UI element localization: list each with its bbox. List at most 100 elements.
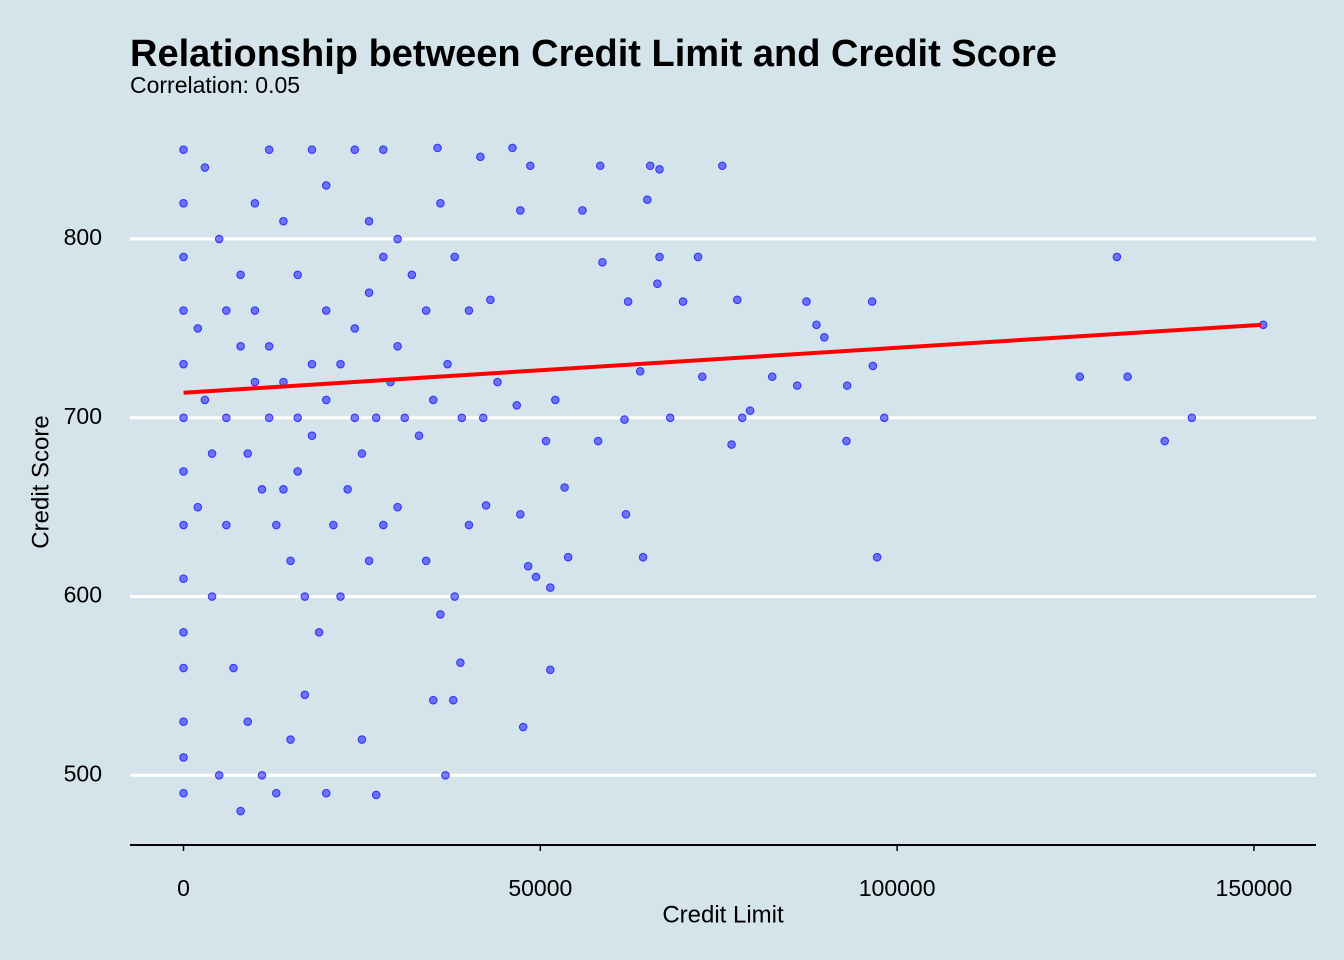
point xyxy=(436,610,445,619)
point xyxy=(1075,372,1085,381)
point xyxy=(400,413,410,423)
point xyxy=(179,467,188,476)
point xyxy=(812,320,821,330)
point xyxy=(293,413,302,423)
point xyxy=(286,735,295,744)
point xyxy=(179,306,188,315)
point xyxy=(792,381,802,390)
chart-title: Relationship between Credit Limit and Cr… xyxy=(130,33,1057,75)
point xyxy=(593,436,603,446)
point xyxy=(414,431,424,440)
point xyxy=(820,333,829,342)
y-tick-label: 700 xyxy=(64,403,102,429)
point xyxy=(620,415,629,424)
point xyxy=(179,413,188,423)
point xyxy=(207,449,217,458)
point xyxy=(371,790,381,800)
point xyxy=(436,198,445,208)
point xyxy=(638,552,648,562)
point xyxy=(717,161,727,171)
point xyxy=(842,436,851,446)
point xyxy=(179,574,188,583)
point xyxy=(531,572,541,582)
point xyxy=(421,306,431,315)
point xyxy=(321,306,331,315)
point xyxy=(516,510,525,519)
point xyxy=(229,663,238,673)
point xyxy=(643,195,652,205)
y-axis-label: Credit Score xyxy=(27,415,54,548)
point xyxy=(279,216,288,226)
point xyxy=(264,145,274,154)
point xyxy=(336,592,345,601)
point xyxy=(286,556,295,566)
point xyxy=(179,252,188,262)
point xyxy=(678,297,688,306)
point xyxy=(1123,372,1132,381)
point xyxy=(350,145,360,154)
point xyxy=(350,324,360,333)
point xyxy=(179,359,188,369)
point xyxy=(257,484,267,494)
point xyxy=(1112,252,1122,262)
y-tick-label: 600 xyxy=(64,582,102,608)
point xyxy=(802,297,811,306)
point xyxy=(1187,413,1197,423)
point xyxy=(732,295,742,305)
point xyxy=(321,788,331,798)
point xyxy=(450,592,459,601)
point xyxy=(379,145,388,154)
point xyxy=(867,297,877,306)
point xyxy=(433,143,442,153)
point xyxy=(428,695,438,705)
x-tick-label: 150000 xyxy=(1216,875,1293,901)
point xyxy=(364,216,374,226)
point xyxy=(868,361,878,371)
point xyxy=(767,372,777,381)
point xyxy=(481,501,491,510)
point xyxy=(179,198,188,208)
point xyxy=(243,449,253,458)
point xyxy=(518,722,528,732)
point xyxy=(653,279,662,289)
point xyxy=(321,395,331,405)
point xyxy=(379,520,388,530)
point xyxy=(307,359,317,369)
point xyxy=(379,252,388,262)
point xyxy=(737,413,747,423)
point xyxy=(293,467,302,476)
point xyxy=(450,252,459,262)
point xyxy=(456,658,465,667)
point xyxy=(578,206,587,215)
point xyxy=(645,161,655,171)
point xyxy=(486,295,495,305)
point xyxy=(635,367,645,376)
point xyxy=(512,400,522,410)
point xyxy=(872,552,882,562)
point xyxy=(179,520,188,530)
point xyxy=(307,145,317,154)
point xyxy=(428,395,438,405)
point xyxy=(321,181,331,190)
point xyxy=(526,161,535,171)
point xyxy=(364,556,374,566)
point xyxy=(693,252,703,262)
point xyxy=(598,257,607,267)
point xyxy=(745,406,755,415)
point xyxy=(393,234,402,244)
point xyxy=(457,413,467,423)
point xyxy=(665,413,675,423)
point xyxy=(842,381,852,390)
trend-line xyxy=(183,322,1262,395)
point xyxy=(595,161,605,171)
point xyxy=(329,520,338,530)
point xyxy=(314,627,324,637)
point xyxy=(200,163,210,172)
point xyxy=(179,788,188,798)
point xyxy=(264,341,274,351)
point xyxy=(236,806,245,816)
point xyxy=(441,770,450,780)
point xyxy=(179,663,188,673)
point xyxy=(546,665,555,675)
point xyxy=(214,770,224,780)
